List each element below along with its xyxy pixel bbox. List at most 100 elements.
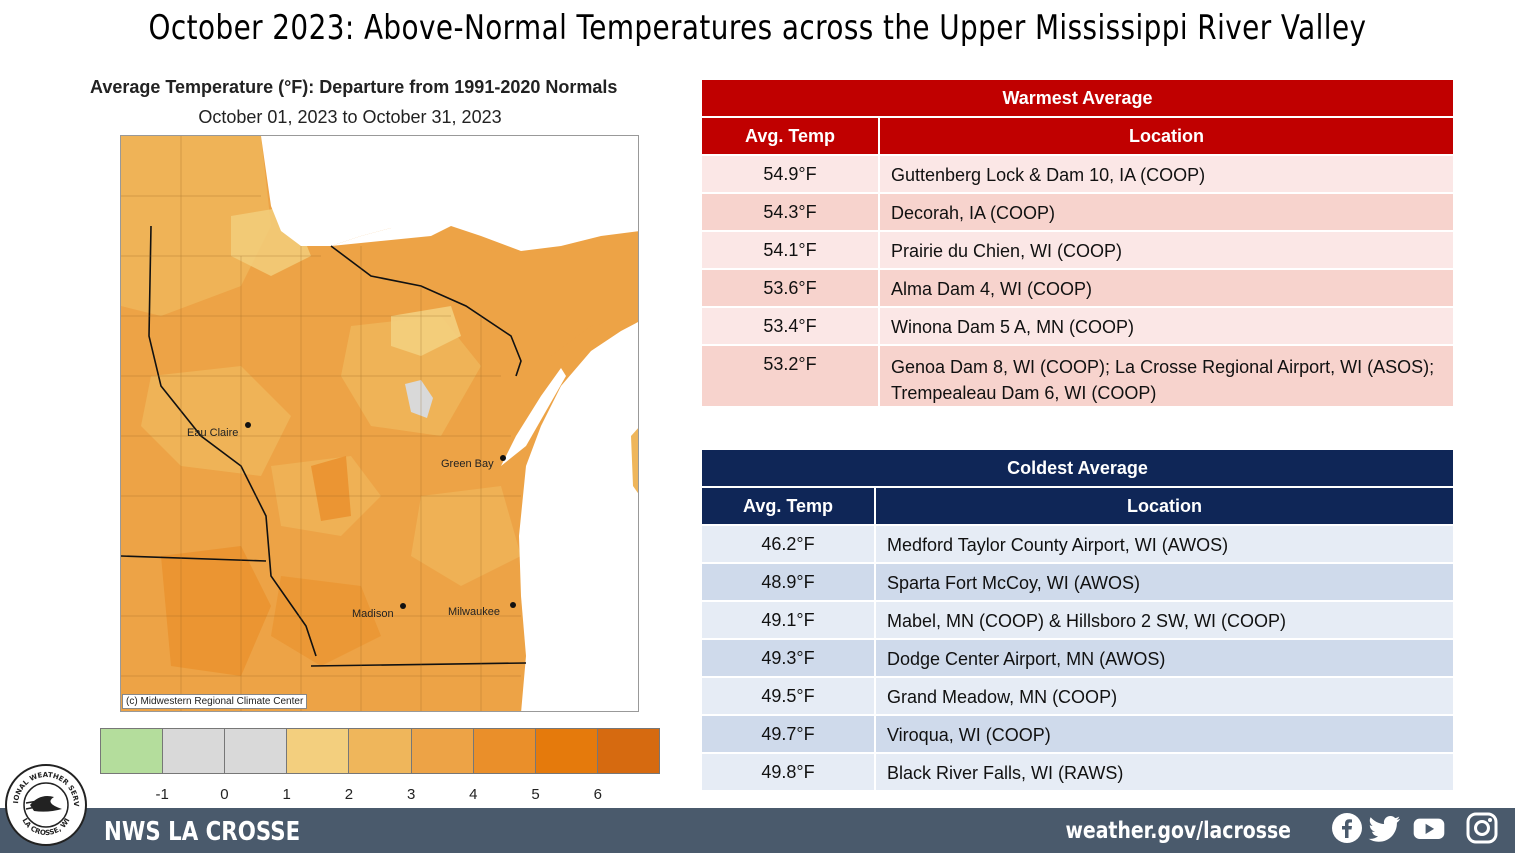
table-row: 53.4°F Winona Dam 5 A, MN (COOP) [702,306,1453,344]
warmest-title: Warmest Average [702,80,1453,116]
legend-tick-label: 4 [469,786,478,803]
anomaly-zone [141,366,291,476]
footer-website-link[interactable]: weather.gov/lacrosse [1065,818,1291,844]
location-cell: Medford Taylor County Airport, WI (AWOS) [887,535,1229,555]
coldest-header-row: Avg. Temp Location [702,488,1453,524]
coldest-table: Coldest Average Avg. Temp Location 46.2°… [702,450,1453,790]
legend-tick-label: 0 [220,786,229,803]
madison-marker [400,603,406,609]
instagram-icon[interactable] [1465,811,1499,845]
anomaly-zone [121,136,271,316]
slide-title: October 2023: Above-Normal Temperatures … [148,8,1367,48]
location-cell: Sparta Fort McCoy, WI (AWOS) [887,573,1141,593]
location-cell: Guttenberg Lock & Dam 10, IA (COOP) [891,165,1206,185]
warmest-table: Warmest Average Avg. Temp Location 54.9°… [702,80,1453,406]
warmest-rows: 54.9°F Guttenberg Lock & Dam 10, IA (COOP… [702,154,1453,406]
twitter-icon[interactable] [1368,811,1402,845]
green-bay-water [501,368,566,466]
table-row: 48.9°F Sparta Fort McCoy, WI (AWOS) [702,562,1453,600]
city-label: Eau Claire [187,427,238,439]
temperature-departure-map: Eau Claire Green Bay Madison Milwaukee (… [120,135,639,712]
location-cell: Dodge Center Airport, MN (AWOS) [887,649,1166,669]
wi-mi-border [330,245,522,377]
color-legend [100,728,660,774]
legend-swatch [597,729,659,773]
legend-swatch [473,729,536,773]
avg-temp-cell: 49.1°F [702,602,876,638]
wi-il-border [310,662,527,667]
legend-swatch [287,729,350,773]
city-label: Milwaukee [448,606,500,618]
legend-tick-label: 1 [282,786,291,803]
legend-tick-label: 3 [406,786,416,803]
legend-tick-label: -1 [155,786,169,803]
avg-temp-cell: 54.3°F [702,194,880,230]
map-date-range: October 01, 2023 to October 31, 2023 [198,107,502,127]
avg-temp-cell: 49.5°F [702,678,876,714]
upper-peninsula [451,234,638,356]
mn-ia-border [121,555,267,562]
coldest-rows: 46.2°F Medford Taylor County Airport, WI … [702,524,1453,790]
coldest-col-location: Location [876,488,1453,524]
legend-swatch [225,729,288,773]
map-copyright: (c) Midwestern Regional Climate Center [122,694,308,709]
location-cell: Decorah, IA (COOP) [891,203,1056,223]
table-row: 49.8°F Black River Falls, WI (RAWS) [702,752,1453,790]
county-lines [121,136,521,711]
anomaly-zone [391,306,461,356]
map-graphic: Eau Claire Green Bay Madison Milwaukee [121,136,638,711]
michigan-shore [631,428,638,494]
footer-office-name: NWS LA CROSSE [104,817,301,847]
table-row: 49.3°F Dodge Center Airport, MN (AWOS) [702,638,1453,676]
location-cell: Grand Meadow, MN (COOP) [887,687,1118,707]
legend-tick-label: 6 [593,786,602,803]
location-cell: Mabel, MN (COOP) & Hillsboro 2 SW, WI (C… [887,611,1287,631]
avg-temp-cell: 46.2°F [702,526,876,562]
table-row: 49.1°F Mabel, MN (COOP) & Hillsboro 2 SW,… [702,600,1453,638]
warmest-header-row: Avg. Temp Location [702,118,1453,154]
legend-swatch [163,729,226,773]
city-label: Green Bay [441,458,494,470]
location-cell: Alma Dam 4, WI (COOP) [891,279,1093,299]
coldest-title: Coldest Average [702,450,1453,486]
anomaly-zone [271,576,381,666]
legend-tick-label: 5 [531,786,540,803]
table-row: 54.3°F Decorah, IA (COOP) [702,192,1453,230]
location-cell: Genoa Dam 8, WI (COOP); La Crosse Region… [891,357,1435,403]
lake-superior-east [331,136,638,251]
coldest-col-temp: Avg. Temp [702,488,876,524]
eau-claire-marker [245,422,251,428]
avg-temp-cell: 53.4°F [702,308,880,344]
youtube-icon[interactable] [1412,811,1446,845]
avg-temp-cell: 49.7°F [702,716,876,752]
table-row: 54.1°F Prairie du Chien, WI (COOP) [702,230,1453,268]
avg-temp-cell: 48.9°F [702,564,876,600]
nws-logo: NATIONAL WEATHER SERVICE LA CROSSE, WI [4,763,87,846]
legend-swatch [535,729,598,773]
green-bay-marker [500,455,506,461]
location-cell: Winona Dam 5 A, MN (COOP) [891,317,1135,337]
avg-temp-cell: 53.6°F [702,270,880,306]
near-normal-zone [405,380,433,418]
anomaly-zone [161,546,271,676]
anomaly-zone [311,456,351,521]
location-cell: Viroqua, WI (COOP) [887,725,1051,745]
table-row: 54.9°F Guttenberg Lock & Dam 10, IA (COOP… [702,154,1453,192]
avg-temp-cell: 49.8°F [702,754,876,790]
city-label: Madison [352,608,394,620]
lake-michigan [519,322,638,711]
milwaukee-marker [510,602,516,608]
table-row: 53.2°F Genoa Dam 8, WI (COOP); La Crosse … [702,344,1453,406]
location-cell: Black River Falls, WI (RAWS) [887,763,1124,783]
table-row: 53.6°F Alma Dam 4, WI (COOP) [702,268,1453,306]
location-cell: Prairie du Chien, WI (COOP) [891,241,1123,261]
table-row: 49.5°F Grand Meadow, MN (COOP) [702,676,1453,714]
map-heading: Average Temperature (°F): Departure from… [90,77,618,97]
legend-ticks: -1 0 1 2 3 4 5 6 [100,786,660,806]
avg-temp-cell: 54.9°F [702,156,880,192]
avg-temp-cell: 54.1°F [702,232,880,268]
table-row: 46.2°F Medford Taylor County Airport, WI … [702,524,1453,562]
legend-swatch [411,729,474,773]
table-row: 49.7°F Viroqua, WI (COOP) [702,714,1453,752]
facebook-icon[interactable] [1330,811,1364,845]
